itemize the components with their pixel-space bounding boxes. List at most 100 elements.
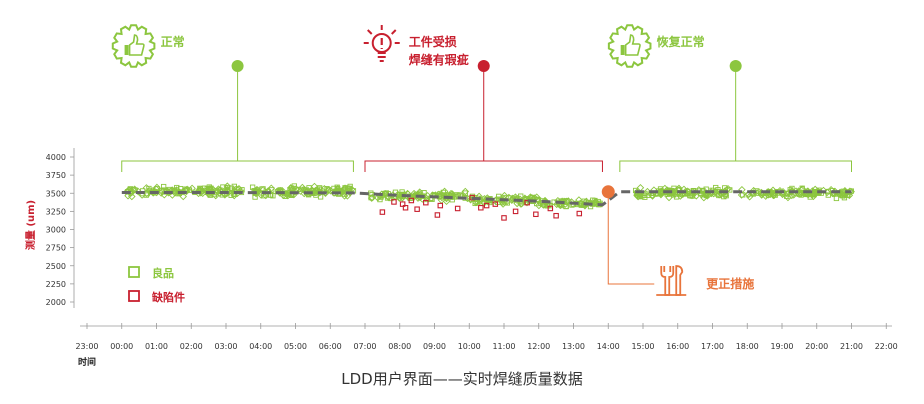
x-tick-label: 09:00 xyxy=(423,342,446,351)
y-tick-label: 2250 xyxy=(46,280,66,289)
x-tick-label: 10:00 xyxy=(458,342,481,351)
defect-point xyxy=(553,212,559,219)
x-tick-label: 00:00 xyxy=(110,342,133,351)
good-point xyxy=(472,200,478,207)
good-point xyxy=(547,202,553,209)
thumb-hand xyxy=(128,34,145,56)
good-point xyxy=(727,187,733,193)
good-point xyxy=(737,191,746,199)
good-point xyxy=(673,194,680,200)
legend-label: 良品 xyxy=(152,266,174,280)
x-axis-title: 时间 xyxy=(78,356,96,368)
good-point xyxy=(700,193,708,202)
x-tick-label: 01:00 xyxy=(145,342,168,351)
x-tick-label: 04:00 xyxy=(249,342,272,351)
good-point xyxy=(508,196,516,204)
defect-point xyxy=(454,205,461,212)
x-tick-label: 08:00 xyxy=(388,342,411,351)
good-point xyxy=(347,185,356,194)
x-tick-label: 12:00 xyxy=(527,342,550,351)
good-point xyxy=(283,190,291,199)
good-point xyxy=(212,188,221,197)
good-point xyxy=(518,193,524,199)
thumb-cuff xyxy=(620,45,625,55)
phase-marker xyxy=(231,60,244,72)
good-point xyxy=(424,196,430,203)
thumb-cuff xyxy=(124,45,129,55)
defect-point xyxy=(533,211,539,218)
defect-points xyxy=(379,194,583,221)
defect-point xyxy=(501,215,507,221)
phase-marker xyxy=(477,60,490,72)
good-point xyxy=(325,187,331,193)
bulb-ray xyxy=(391,29,397,35)
defect-point xyxy=(483,202,490,209)
wrench-shape xyxy=(660,266,675,296)
defect-point xyxy=(408,197,415,204)
good-point xyxy=(183,185,191,194)
gear-outline xyxy=(111,24,156,68)
good-point xyxy=(298,183,307,192)
y-tick-label: 2500 xyxy=(46,262,66,271)
good-point xyxy=(409,195,415,201)
good-point xyxy=(421,190,427,196)
good-point xyxy=(700,187,706,194)
phase-annotation: 恢复正常 xyxy=(607,24,852,172)
x-tick-label: 19:00 xyxy=(770,342,793,351)
x-tick-label: 06:00 xyxy=(319,342,342,351)
good-point xyxy=(657,189,665,198)
x-tick-label: 22:00 xyxy=(875,342,898,351)
y-tick-label: 3250 xyxy=(46,207,66,216)
good-point xyxy=(249,184,256,190)
x-tick-label: 13:00 xyxy=(562,342,585,351)
y-axis-title: 测量 (um) xyxy=(24,200,37,250)
good-point xyxy=(841,195,848,201)
x-tick-label: 21:00 xyxy=(840,342,863,351)
lightbulb-alert-icon xyxy=(363,25,400,62)
x-tick-label: 16:00 xyxy=(666,342,689,351)
phase-label-secondary: 焊缝有瑕疵 xyxy=(409,52,469,67)
phase-label: 工件受损 xyxy=(409,34,457,49)
x-tick-label: 02:00 xyxy=(180,342,203,351)
trend-line xyxy=(121,190,852,207)
good-point xyxy=(461,187,470,196)
good-point xyxy=(648,191,657,199)
defect-point xyxy=(524,199,530,206)
thumbs-up-gear-icon xyxy=(607,24,652,68)
wrench-tools-icon xyxy=(656,265,687,296)
good-point xyxy=(810,191,816,197)
defect-point xyxy=(379,209,386,215)
good-point xyxy=(755,188,763,196)
y-tick-label: 2750 xyxy=(46,244,66,253)
screwdriver-shape xyxy=(675,265,684,296)
x-tick-label: 15:00 xyxy=(631,342,654,351)
x-tick-label: 11:00 xyxy=(492,342,515,351)
y-tick-label: 3750 xyxy=(46,171,66,180)
defect-point xyxy=(478,205,484,211)
defect-point xyxy=(434,212,441,218)
legend-swatch xyxy=(128,290,140,302)
phase-bracket xyxy=(364,160,603,172)
good-point xyxy=(153,183,161,192)
good-point xyxy=(334,185,342,193)
x-tick-label: 20:00 xyxy=(805,342,828,351)
y-tick-label: 3500 xyxy=(46,189,66,198)
good-point xyxy=(206,184,212,190)
defect-point xyxy=(399,201,406,207)
phase-label: 正常 xyxy=(161,34,185,49)
bulb-ray xyxy=(367,29,373,35)
action-connector xyxy=(607,191,655,285)
phase-annotation: 正常 xyxy=(111,24,354,172)
defect-point xyxy=(402,205,409,211)
good-point xyxy=(645,192,651,198)
good-point xyxy=(454,192,460,198)
x-tick-label: 14:00 xyxy=(597,342,620,351)
good-point xyxy=(657,186,664,192)
x-tick-label: 07:00 xyxy=(353,342,376,351)
good-point xyxy=(335,186,341,192)
legend-label: 缺陷件 xyxy=(151,290,185,304)
defect-point xyxy=(576,210,583,217)
x-tick-label: 03:00 xyxy=(214,342,237,351)
